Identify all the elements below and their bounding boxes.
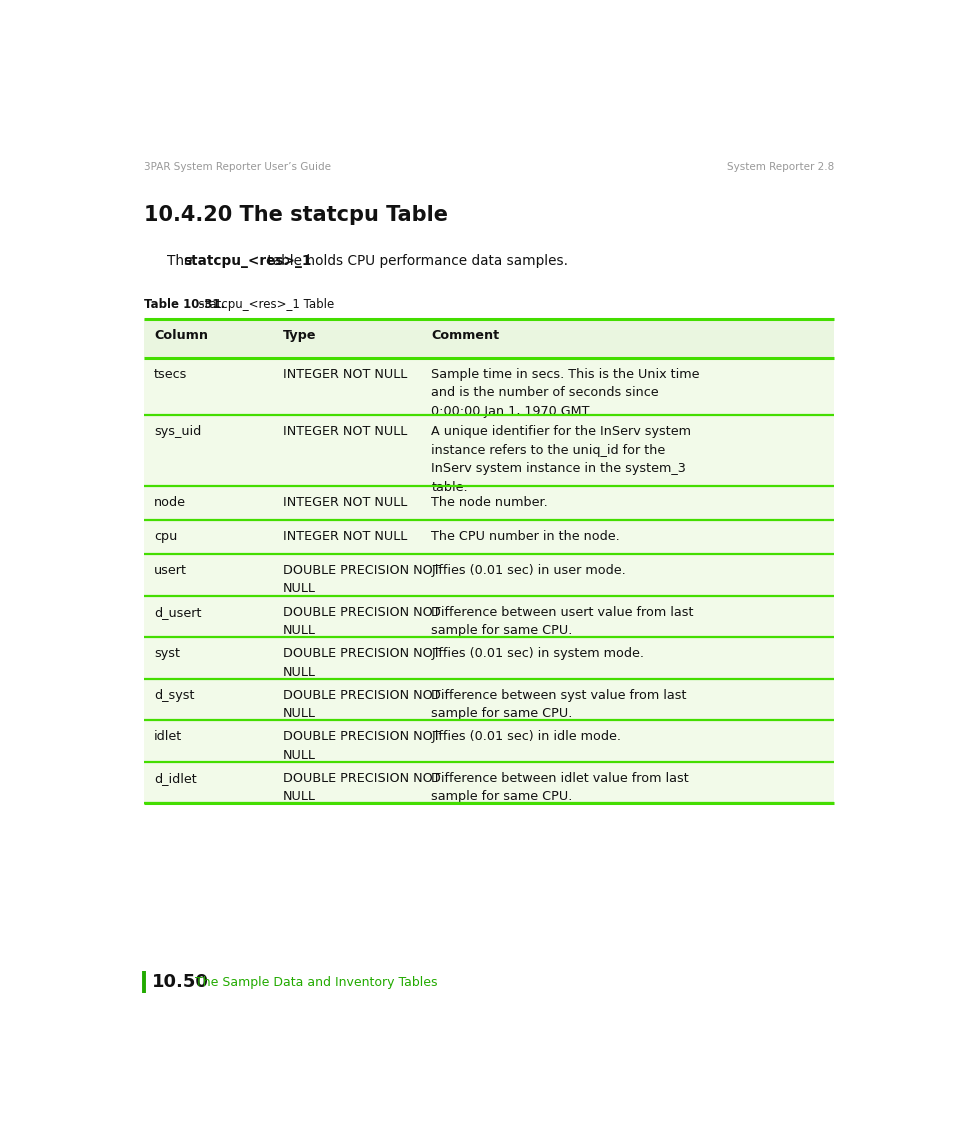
- Text: DOUBLE PRECISION NOT
NULL: DOUBLE PRECISION NOT NULL: [283, 606, 440, 637]
- Text: 10.50: 10.50: [152, 973, 209, 992]
- Bar: [144, 554, 833, 595]
- Text: INTEGER NOT NULL: INTEGER NOT NULL: [283, 426, 407, 439]
- Text: The Sample Data and Inventory Tables: The Sample Data and Inventory Tables: [195, 976, 437, 988]
- Text: tsecs: tsecs: [154, 368, 188, 380]
- Text: A unique identifier for the InServ system
instance refers to the uniq_id for the: A unique identifier for the InServ syste…: [431, 426, 691, 493]
- Text: Sample time in secs. This is the Unix time
and is the number of seconds since
0:: Sample time in secs. This is the Unix ti…: [431, 368, 700, 418]
- Text: statcpu_<res>_1 Table: statcpu_<res>_1 Table: [192, 298, 335, 310]
- Text: DOUBLE PRECISION NOT
NULL: DOUBLE PRECISION NOT NULL: [283, 647, 440, 679]
- Bar: [144, 679, 833, 720]
- Text: Column: Column: [154, 329, 208, 342]
- Text: d_idlet: d_idlet: [154, 772, 196, 784]
- Text: statcpu_<res>_1: statcpu_<res>_1: [183, 254, 312, 268]
- Bar: [144, 637, 833, 679]
- Text: Jiffies (0.01 sec) in user mode.: Jiffies (0.01 sec) in user mode.: [431, 564, 625, 577]
- Bar: [144, 319, 833, 357]
- Text: cpu: cpu: [154, 530, 177, 543]
- Text: Difference between usert value from last
sample for same CPU.: Difference between usert value from last…: [431, 606, 693, 637]
- Text: The CPU number in the node.: The CPU number in the node.: [431, 530, 619, 543]
- Text: 10.4.20 The statcpu Table: 10.4.20 The statcpu Table: [144, 205, 448, 226]
- Bar: [144, 720, 833, 761]
- Bar: [144, 761, 833, 804]
- Text: 3PAR System Reporter User’s Guide: 3PAR System Reporter User’s Guide: [144, 163, 331, 172]
- Text: The: The: [167, 254, 197, 268]
- Bar: [144, 520, 833, 554]
- Text: d_syst: d_syst: [154, 689, 194, 702]
- Text: Jiffies (0.01 sec) in idle mode.: Jiffies (0.01 sec) in idle mode.: [431, 731, 620, 743]
- Text: DOUBLE PRECISION NOT
NULL: DOUBLE PRECISION NOT NULL: [283, 772, 440, 804]
- Text: Type: Type: [283, 329, 316, 342]
- Text: sys_uid: sys_uid: [154, 426, 201, 439]
- Text: table holds CPU performance data samples.: table holds CPU performance data samples…: [262, 254, 567, 268]
- Text: node: node: [154, 496, 186, 510]
- Text: syst: syst: [154, 647, 180, 661]
- Text: Comment: Comment: [431, 329, 499, 342]
- Text: Difference between syst value from last
sample for same CPU.: Difference between syst value from last …: [431, 689, 686, 720]
- Text: idlet: idlet: [154, 731, 182, 743]
- Bar: [144, 487, 833, 520]
- Text: System Reporter 2.8: System Reporter 2.8: [726, 163, 833, 172]
- Text: DOUBLE PRECISION NOT
NULL: DOUBLE PRECISION NOT NULL: [283, 689, 440, 720]
- Text: The node number.: The node number.: [431, 496, 548, 510]
- Text: Jiffies (0.01 sec) in system mode.: Jiffies (0.01 sec) in system mode.: [431, 647, 643, 661]
- Text: INTEGER NOT NULL: INTEGER NOT NULL: [283, 368, 407, 380]
- Text: Difference between idlet value from last
sample for same CPU.: Difference between idlet value from last…: [431, 772, 688, 804]
- Text: d_usert: d_usert: [154, 606, 201, 618]
- Text: INTEGER NOT NULL: INTEGER NOT NULL: [283, 530, 407, 543]
- Bar: [144, 357, 833, 416]
- Text: Table 10-31.: Table 10-31.: [144, 298, 225, 310]
- Bar: [144, 416, 833, 487]
- Text: DOUBLE PRECISION NOT
NULL: DOUBLE PRECISION NOT NULL: [283, 564, 440, 595]
- Text: DOUBLE PRECISION NOT
NULL: DOUBLE PRECISION NOT NULL: [283, 731, 440, 761]
- Bar: [144, 595, 833, 637]
- Text: INTEGER NOT NULL: INTEGER NOT NULL: [283, 496, 407, 510]
- Text: usert: usert: [154, 564, 187, 577]
